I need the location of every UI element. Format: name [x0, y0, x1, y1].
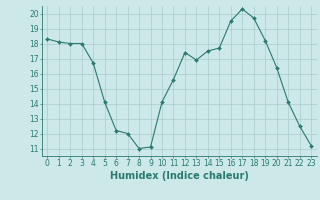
X-axis label: Humidex (Indice chaleur): Humidex (Indice chaleur): [110, 171, 249, 181]
